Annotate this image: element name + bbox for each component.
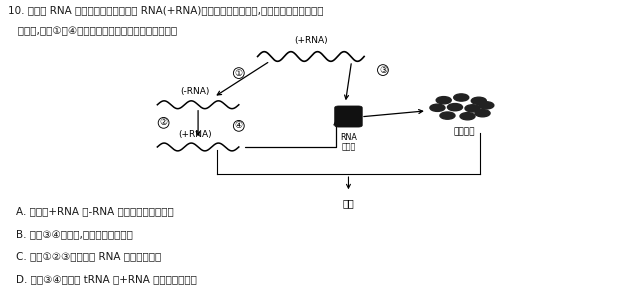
Text: C. 过程①②③的进行需 RNA 聚合酶的催化: C. 过程①②③的进行需 RNA 聚合酶的催化 (16, 251, 161, 261)
Circle shape (479, 102, 494, 109)
Text: D. 过程③④会发生 tRNA 和+RNA 之间的相互识别: D. 过程③④会发生 tRNA 和+RNA 之间的相互识别 (16, 274, 197, 284)
Text: 病毒: 病毒 (343, 198, 354, 208)
Text: 聚合酶: 聚合酶 (342, 142, 355, 152)
Circle shape (448, 104, 462, 111)
Text: B. 过程③④为翻译,二者的模板链相同: B. 过程③④为翻译,二者的模板链相同 (16, 229, 133, 239)
Circle shape (475, 110, 490, 117)
Text: (-RNA): (-RNA) (180, 87, 210, 96)
Circle shape (471, 97, 486, 105)
Text: ④: ④ (235, 122, 243, 130)
Circle shape (454, 94, 468, 101)
Text: ③: ③ (379, 65, 387, 75)
Circle shape (436, 97, 452, 104)
FancyBboxPatch shape (335, 106, 362, 127)
Text: 病毒蛋白: 病毒蛋白 (453, 128, 475, 137)
Text: 图所示,其中①～④代表相应的过程。下列叙述正确的是: 图所示,其中①～④代表相应的过程。下列叙述正确的是 (8, 26, 177, 36)
Text: (+RNA): (+RNA) (178, 129, 212, 138)
Text: 10. 某单链 RNA 病毒的遗传物质是正链 RNA(+RNA)。该病毒感染宿主后,合成相应物质的过程如: 10. 某单链 RNA 病毒的遗传物质是正链 RNA(+RNA)。该病毒感染宿主… (8, 5, 323, 15)
Circle shape (440, 112, 455, 119)
Text: ②: ② (160, 118, 168, 127)
Text: ①: ① (235, 68, 243, 78)
Circle shape (430, 104, 445, 112)
Circle shape (460, 113, 475, 120)
Text: A. 图示中+RNA 与-RNA 中嘌呤碱基数目相等: A. 图示中+RNA 与-RNA 中嘌呤碱基数目相等 (16, 206, 174, 216)
Text: RNA: RNA (340, 133, 357, 142)
Circle shape (465, 105, 480, 112)
Text: (+RNA): (+RNA) (294, 36, 328, 45)
